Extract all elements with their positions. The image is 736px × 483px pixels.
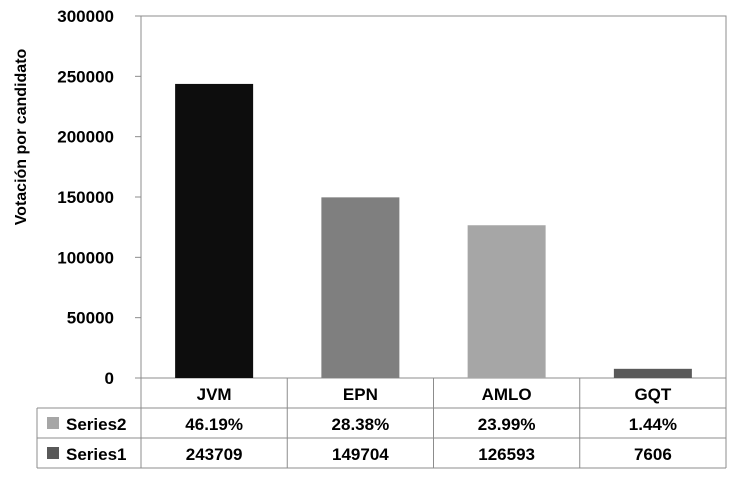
y-tick-label: 150000 (57, 188, 114, 207)
y-tick-label: 200000 (57, 128, 114, 147)
y-tick-label: 50000 (67, 309, 114, 328)
y-axis-label: Votación por candidato (13, 48, 30, 225)
y-tick-label: 0 (105, 369, 114, 388)
bar-jvm (175, 83, 254, 379)
table-cell: 28.38% (332, 415, 390, 434)
table-cell: 149704 (332, 445, 389, 464)
x-tick-label: EPN (343, 385, 378, 404)
y-tick-label: 300000 (57, 7, 114, 26)
table-cell: 7606 (634, 445, 672, 464)
y-tick-label: 100000 (57, 248, 114, 267)
bar-gqt (613, 368, 692, 378)
table-cell: 1.44% (629, 415, 677, 434)
x-tick-label: JVM (197, 385, 232, 404)
x-tick-label: GQT (634, 385, 671, 404)
x-tick-label: AMLO (482, 385, 532, 404)
legend-key (47, 447, 59, 459)
data-table: JVM EPN AMLO GQT Series2 46.19% 28.38% 23.99% 1.… (36, 378, 727, 469)
series-name: Series2 (66, 415, 127, 434)
table-cell: 126593 (478, 445, 535, 464)
table-cell: 23.99% (478, 415, 536, 434)
plot-area: 0 50000 100000 150000 200000 250000 300000 (57, 7, 727, 388)
legend-key (47, 417, 59, 429)
series-name: Series1 (66, 445, 127, 464)
bar-amlo (467, 225, 546, 378)
y-tick-label: 250000 (57, 67, 114, 86)
bar-epn (321, 197, 400, 378)
table-cell: 243709 (186, 445, 243, 464)
table-cell: 46.19% (185, 415, 243, 434)
